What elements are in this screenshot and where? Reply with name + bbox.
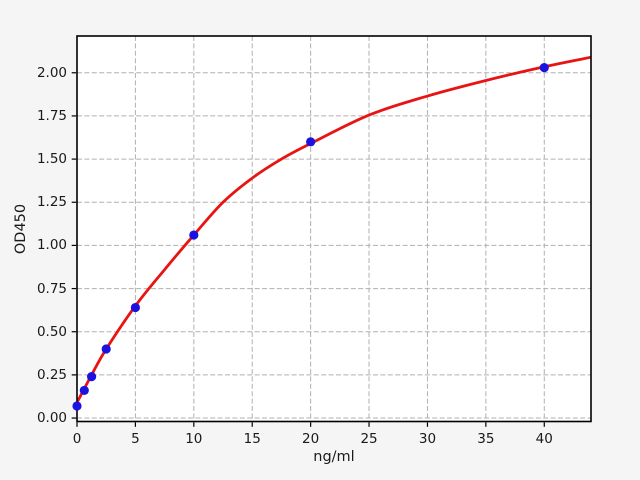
data-point-marker: [539, 62, 549, 73]
y-tick-label: 0.25: [36, 366, 67, 383]
y-tick-label: 0.50: [36, 323, 67, 340]
x-tick-label: 15: [243, 431, 261, 447]
data-point-marker: [189, 230, 199, 240]
data-point-marker: [306, 137, 316, 147]
data-point-marker: [130, 302, 141, 313]
x-tick-label: 35: [477, 431, 495, 447]
x-tick-label: 40: [535, 431, 553, 447]
y-tick-label: 1.50: [36, 151, 67, 168]
data-point-marker: [87, 372, 97, 382]
x-tick-label: 5: [131, 431, 140, 447]
plot-border: [76, 35, 592, 423]
data-point-marker: [79, 385, 89, 396]
y-tick-label: 0.75: [36, 280, 67, 297]
y-tick-label: 0.00: [36, 410, 67, 427]
y-axis-title: OD450: [13, 203, 29, 254]
x-tick-label: 30: [418, 431, 437, 447]
y-tick-label: 1.75: [36, 107, 67, 124]
x-tick-label: 20: [302, 431, 320, 447]
y-tick-label: 2.00: [36, 64, 67, 81]
plot-background: [77, 36, 591, 422]
y-tick-label: 1.25: [36, 194, 67, 211]
data-point-marker: [101, 344, 111, 354]
x-axis-title: ng/ml: [313, 449, 355, 465]
x-tick-label: 0: [72, 431, 82, 447]
x-tick-label: 10: [185, 431, 203, 447]
y-tick-label: 1.00: [36, 237, 67, 254]
x-tick-label: 25: [360, 431, 378, 447]
fit-curve-line: [77, 55, 591, 404]
data-point-marker: [72, 401, 82, 411]
